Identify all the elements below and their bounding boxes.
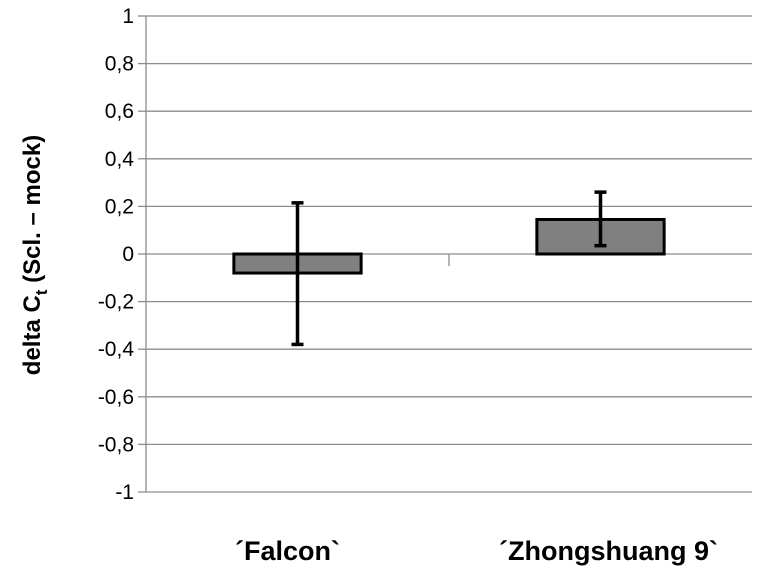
y-tick-label: -0,6	[98, 386, 134, 409]
x-category-labels: ´Falcon` ´Zhongshuang 9`	[235, 536, 718, 566]
y-tick-labels: 1 0,8 0,6 0,4 0,2 0 -0,2 -0,4 -0,6 -0,8 -1	[98, 5, 135, 504]
y-tick-label: 0,4	[105, 148, 135, 171]
y-tick-label: -1	[115, 481, 134, 504]
y-tick-label: 0,8	[105, 53, 134, 76]
y-axis-title-suffix: (Scl. – mock)	[19, 135, 46, 290]
y-tick-label: -0,8	[98, 433, 134, 456]
y-tick-label: 1	[122, 5, 134, 28]
y-axis-title-subscript: t	[32, 289, 51, 295]
y-axis-title: delta Ct (Scl. – mock)	[19, 135, 51, 375]
y-tick-label: 0,6	[105, 100, 134, 123]
x-category-label: ´Falcon`	[235, 536, 340, 566]
y-axis-title-main: delta C	[19, 295, 46, 375]
y-tick-label: -0,4	[98, 338, 135, 361]
x-category-label: ´Zhongshuang 9`	[499, 536, 718, 566]
axes	[138, 15, 450, 493]
y-tick-label: 0,2	[105, 195, 134, 218]
y-tick-label: -0,2	[98, 291, 134, 314]
y-tick-label: 0	[122, 243, 134, 266]
error-bars	[291, 190, 607, 347]
